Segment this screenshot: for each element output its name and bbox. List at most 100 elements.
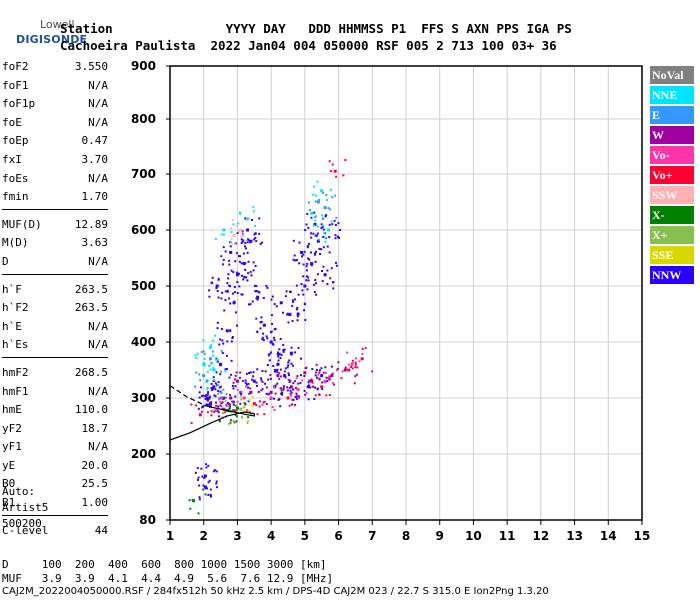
param-row: hmE 110.0 xyxy=(2,401,110,420)
trace-point-nnw xyxy=(239,255,242,258)
trace-point-nnw xyxy=(295,284,298,287)
trace-point-w xyxy=(213,410,216,413)
param-row: B1 1.00 xyxy=(2,494,110,513)
trace-point-nnw xyxy=(325,376,328,379)
trace-point-nnw xyxy=(272,364,275,367)
trace-point-nnw xyxy=(264,382,267,385)
trace-point-e xyxy=(211,350,214,353)
trace-point-nnw xyxy=(214,382,217,385)
trace-point-nnw xyxy=(329,277,332,280)
trace-point-nnw xyxy=(322,246,325,249)
trace-point-nnw xyxy=(289,351,293,355)
trace-point-nnw xyxy=(339,229,342,232)
trace-point-nnw xyxy=(303,309,306,312)
x-tick-label: 14 xyxy=(600,529,617,543)
y-tick-label: 600 xyxy=(131,223,156,237)
trace-point-w xyxy=(330,374,334,378)
trace-point-vo xyxy=(358,360,361,363)
trace-point-nnw xyxy=(217,277,220,280)
trace-point-nne xyxy=(202,362,206,366)
trace-point-nne xyxy=(316,225,319,228)
trace-point-nnw xyxy=(290,391,293,394)
trace-point-nnw xyxy=(274,370,277,373)
trace-point-nnw xyxy=(229,329,232,332)
trace-point-vo xyxy=(340,377,343,380)
trace-point-nnw xyxy=(208,295,211,298)
trace-point-nnw xyxy=(257,390,260,393)
trace-point-nnw xyxy=(221,352,224,355)
param-key: h`F2 xyxy=(2,301,29,315)
trace-point-nnw xyxy=(320,223,323,226)
trace-point-nnw xyxy=(314,260,317,263)
trace-point-nnw xyxy=(334,224,337,227)
trace-point-nne xyxy=(326,199,329,202)
trace-point-nnw xyxy=(286,366,289,369)
trace-point-nnw xyxy=(266,364,269,367)
trace-point-nnw xyxy=(328,251,331,254)
trace-point-nnw xyxy=(326,245,329,248)
trace-point-nnw xyxy=(269,377,272,380)
trace-point-nnw xyxy=(208,289,211,292)
trace-point-nne xyxy=(254,224,257,227)
trace-point-nnw xyxy=(222,258,225,261)
trace-point-e xyxy=(318,199,321,202)
trace-point-w xyxy=(278,372,281,375)
param-row: foEp 0.47 xyxy=(2,132,110,151)
trace-point-nnw xyxy=(213,379,216,382)
trace-point-nnw xyxy=(330,365,333,368)
trace-point-nnw xyxy=(270,314,273,317)
trace-point-nnw xyxy=(269,340,273,344)
x-tick-label: 2 xyxy=(200,529,208,543)
trace-point-w xyxy=(235,371,238,374)
trace-point-nnw xyxy=(282,350,285,353)
trace-point-nnw xyxy=(229,245,232,248)
x-tick-label: 7 xyxy=(368,529,376,543)
trace-point-nne xyxy=(239,211,242,214)
footer-muf-row: MUF 3.9 3.9 4.1 4.4 4.9 5.6 7.6 12.9 [MH… xyxy=(2,572,334,585)
trace-point-w xyxy=(233,378,236,381)
trace-point-nnw xyxy=(226,340,229,343)
trace-point-nnw xyxy=(209,488,212,491)
trace-point-nnw xyxy=(307,276,310,279)
trace-point-nnw xyxy=(321,280,324,283)
auto-line-3: 500200 xyxy=(2,517,42,530)
trace-point-nnw xyxy=(321,381,324,384)
trace-point-nne xyxy=(323,231,326,234)
y-tick-label: 500 xyxy=(131,279,156,293)
trace-point-w xyxy=(337,361,340,364)
trace-point-nnw xyxy=(287,321,290,324)
trace-point-vo xyxy=(344,158,347,161)
trace-point-nne xyxy=(314,219,317,222)
trace-point-nnw xyxy=(310,264,313,267)
trace-point-x xyxy=(235,415,238,418)
trace-point-nnw xyxy=(310,251,313,254)
trace-point-nnw xyxy=(284,295,287,298)
trace-point-nnw xyxy=(249,303,252,306)
trace-point-nnw xyxy=(226,282,229,285)
trace-point-nnw xyxy=(290,346,293,349)
trace-point-w xyxy=(354,375,357,378)
trace-point-e xyxy=(194,385,197,388)
x-tick-label: 10 xyxy=(465,529,482,543)
trace-point-w xyxy=(260,379,263,382)
trace-point-vo xyxy=(286,396,290,400)
trace-point-x xyxy=(250,413,253,416)
trace-point-e xyxy=(195,371,198,374)
trace-point-nnw xyxy=(261,369,264,372)
trace-point-w xyxy=(280,375,283,378)
trace-point-nnw xyxy=(254,232,257,235)
param-row: D N/A xyxy=(2,253,110,272)
trace-point-vo xyxy=(346,351,349,354)
trace-point-nnw xyxy=(210,281,213,284)
trace-point-nnw xyxy=(288,290,291,293)
trace-point-nnw xyxy=(217,381,220,384)
trace-point-nnw xyxy=(320,367,323,370)
trace-point-vo xyxy=(280,389,283,392)
x-tick-label: 12 xyxy=(533,529,550,543)
trace-point-nnw xyxy=(266,286,269,289)
trace-point-sse xyxy=(247,410,250,413)
param-value: N/A xyxy=(88,78,108,92)
trace-point-nnw xyxy=(305,223,308,226)
legend-item-ssw: SSW xyxy=(650,186,694,204)
trace-point-nnw xyxy=(272,343,275,346)
